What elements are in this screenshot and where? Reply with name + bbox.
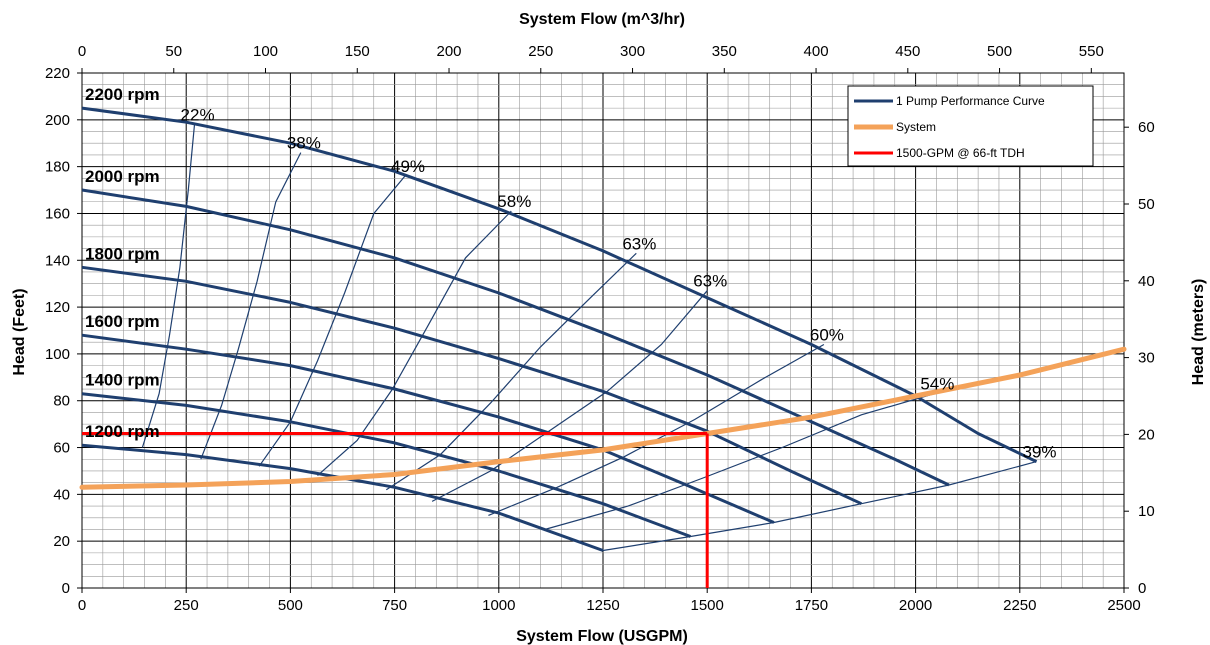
grid: [82, 73, 1124, 588]
rpm-label: 1800 rpm: [85, 244, 160, 263]
x-tick-label: 2250: [1003, 597, 1036, 614]
efficiency-label: 60%: [810, 326, 844, 345]
y-tick-label: 160: [45, 205, 70, 222]
efficiency-line: [200, 152, 302, 460]
efficiency-line: [317, 210, 512, 477]
efficiency-line: [431, 290, 708, 502]
right-tick-label: 10: [1138, 503, 1155, 520]
x-tick-label: 1500: [691, 597, 724, 614]
top-tick-label: 400: [804, 43, 829, 60]
legend-label-pump: 1 Pump Performance Curve: [896, 94, 1045, 108]
efficiency-label: 22%: [181, 106, 215, 125]
efficiency-label: 54%: [920, 375, 954, 394]
top-tick-label: 450: [895, 43, 920, 60]
efficiency-line: [602, 461, 1037, 552]
legend-label-system: System: [896, 120, 936, 134]
pump-speed-curve: [81, 188, 950, 487]
legend: 1 Pump Performance Curve System 1500-GPM…: [847, 85, 1094, 167]
curve-labels: 22% 38% 49% 58% 63% 63% 60% 54% 39% 2200 rpm 2000 …: [85, 85, 1057, 461]
x-tick-label: 250: [174, 597, 199, 614]
pump-speed-curve: [81, 333, 775, 524]
x-tick-label: 1250: [586, 597, 619, 614]
efficiency-line: [385, 252, 637, 491]
top-tick-label: 0: [78, 43, 86, 60]
right-tick-label: 30: [1138, 350, 1155, 367]
top-tick-label: 300: [620, 43, 645, 60]
axis-tick-labels: 0 250 500 750 1000 1250 1500 1750 2000 2250 250002…: [45, 43, 1155, 614]
y-tick-label: 80: [53, 393, 70, 410]
top-tick-label: 50: [165, 43, 182, 60]
y-tick-label: 120: [45, 299, 70, 316]
y-tick-label: 220: [45, 65, 70, 82]
x-tick-label: 2000: [899, 597, 932, 614]
y-tick-label: 0: [62, 580, 70, 597]
axis-ticks: [77, 68, 1129, 593]
rpm-label: 1200 rpm: [85, 422, 160, 441]
efficiency-label: 49%: [391, 157, 425, 176]
x-tick-label: 2500: [1107, 597, 1140, 614]
efficiency-line: [544, 393, 935, 531]
top-tick-label: 550: [1079, 43, 1104, 60]
efficiency-label: 63%: [693, 272, 727, 291]
efficiency-lines: [141, 124, 1037, 552]
y-tick-label: 200: [45, 112, 70, 129]
efficiency-label: 38%: [287, 134, 321, 153]
x-tick-label: 0: [78, 597, 86, 614]
top-tick-label: 500: [987, 43, 1012, 60]
x-tick-label: 750: [382, 597, 407, 614]
right-tick-label: 20: [1138, 426, 1155, 443]
top-tick-label: 350: [712, 43, 737, 60]
right-tick-label: 60: [1138, 119, 1155, 136]
operating-point-lines: [82, 432, 709, 588]
efficiency-label: 63%: [622, 234, 656, 253]
bottom-axis-title: System Flow (USGPM): [516, 628, 688, 645]
right-tick-label: 0: [1138, 580, 1146, 597]
y-tick-label: 60: [53, 440, 70, 457]
efficiency-line: [141, 124, 196, 448]
pump-speed-curve: [81, 265, 863, 506]
left-axis-title: Head (Feet): [11, 288, 28, 375]
rpm-label: 1600 rpm: [85, 312, 160, 331]
efficiency-label: 58%: [497, 192, 531, 211]
top-tick-label: 150: [345, 43, 370, 60]
top-axis-title: System Flow (m^3/hr): [519, 11, 685, 28]
x-tick-label: 1000: [482, 597, 515, 614]
rpm-label: 2000 rpm: [85, 167, 160, 186]
right-axis-title: Head (meters): [1190, 279, 1207, 386]
right-tick-label: 40: [1138, 273, 1155, 290]
top-tick-label: 100: [253, 43, 278, 60]
x-tick-label: 1750: [795, 597, 828, 614]
y-tick-label: 100: [45, 346, 70, 363]
right-tick-label: 50: [1138, 196, 1155, 213]
efficiency-label: 39%: [1022, 443, 1056, 462]
rpm-label: 2200 rpm: [85, 85, 160, 104]
y-tick-label: 180: [45, 159, 70, 176]
system-curve: [79, 346, 1127, 490]
system-curve-layer: [79, 346, 1127, 490]
y-tick-label: 140: [45, 252, 70, 269]
top-tick-label: 250: [528, 43, 553, 60]
pump-speed-curve: [81, 106, 1038, 463]
legend-label-operating-point: 1500-GPM @ 66-ft TDH: [896, 146, 1025, 160]
top-tick-label: 200: [437, 43, 462, 60]
efficiency-line: [488, 343, 825, 516]
rpm-label: 1400 rpm: [85, 371, 160, 390]
y-tick-label: 40: [53, 486, 70, 503]
y-tick-label: 20: [53, 533, 70, 550]
x-tick-label: 500: [278, 597, 303, 614]
efficiency-line: [258, 175, 406, 467]
pump-speed-curve: [81, 392, 692, 538]
